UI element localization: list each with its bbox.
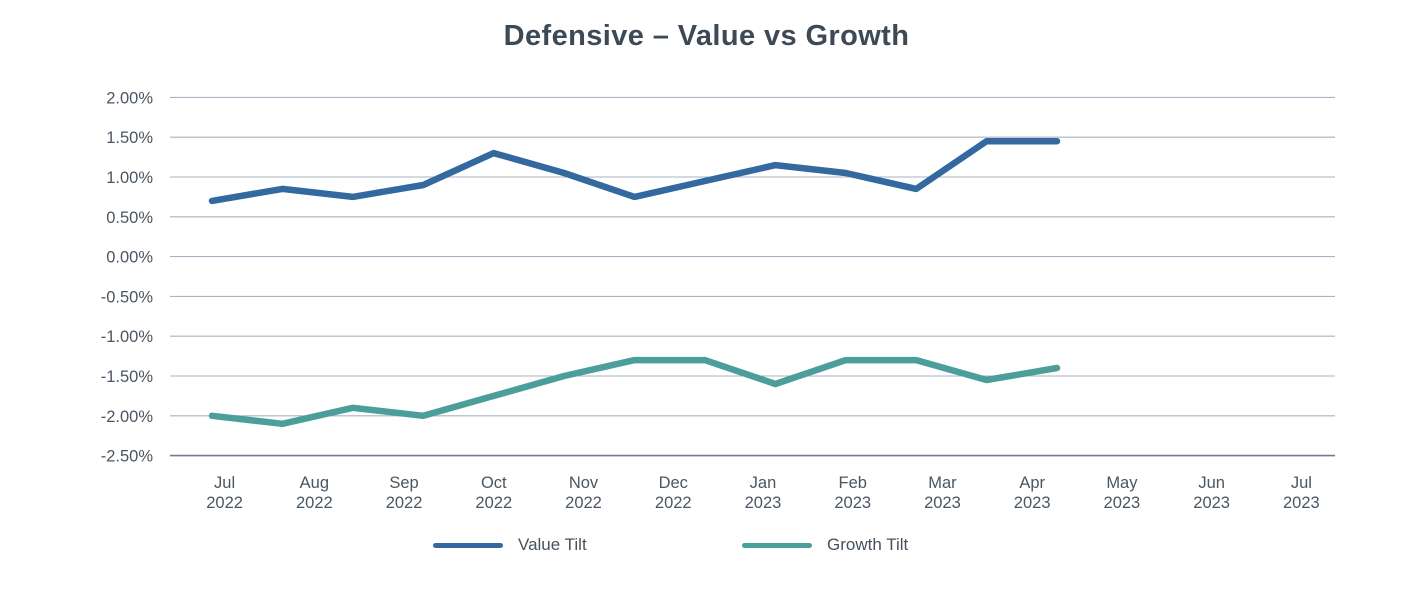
y-tick-label: 0.00% — [106, 249, 153, 267]
y-tick-label: 2.00% — [106, 89, 153, 107]
x-tick-label: Aug 2022 — [296, 474, 333, 512]
chart-title: Defensive – Value vs Growth — [503, 20, 910, 52]
growth-tilt-line-icon — [742, 542, 812, 548]
legend-item-value-tilt: Value Tilt — [433, 532, 587, 558]
value-tilt-line-icon — [433, 542, 503, 548]
y-tick-label: -2.00% — [101, 408, 154, 426]
legend-label-growth-tilt: Growth Tilt — [827, 535, 909, 554]
x-tick-label: Oct 2022 — [475, 474, 512, 512]
y-tick-label: 0.50% — [106, 209, 153, 227]
x-tick-label: Nov 2022 — [565, 474, 602, 512]
x-tick-label: Dec 2022 — [655, 474, 692, 512]
x-tick-label: Sep 2022 — [386, 474, 423, 512]
y-tick-label: 1.50% — [106, 129, 153, 147]
y-tick-label: 1.00% — [106, 169, 153, 187]
y-tick-label: -2.50% — [101, 448, 154, 466]
y-tick-label: -1.50% — [101, 368, 154, 386]
chart-legend: Value Tilt Growth Tilt — [0, 532, 1413, 558]
growth-tilt-line — [208, 356, 1061, 428]
x-tick-label: Jul 2023 — [1283, 474, 1320, 512]
y-tick-label: -1.00% — [101, 328, 154, 346]
x-tick-label: Jan 2023 — [745, 474, 782, 512]
legend-item-growth-tilt: Growth Tilt — [742, 532, 908, 558]
y-tick-label: -0.50% — [101, 288, 154, 306]
x-tick-label: Feb 2023 — [834, 474, 871, 512]
x-tick-label: Jun 2023 — [1193, 474, 1230, 512]
x-tick-label: May 2023 — [1104, 474, 1141, 512]
value-tilt-line — [208, 137, 1061, 205]
x-tick-label: Jul 2022 — [206, 474, 243, 512]
x-tick-label: Mar 2023 — [924, 474, 961, 512]
legend-label-value-tilt: Value Tilt — [518, 535, 587, 554]
x-tick-label: Apr 2023 — [1014, 474, 1051, 512]
